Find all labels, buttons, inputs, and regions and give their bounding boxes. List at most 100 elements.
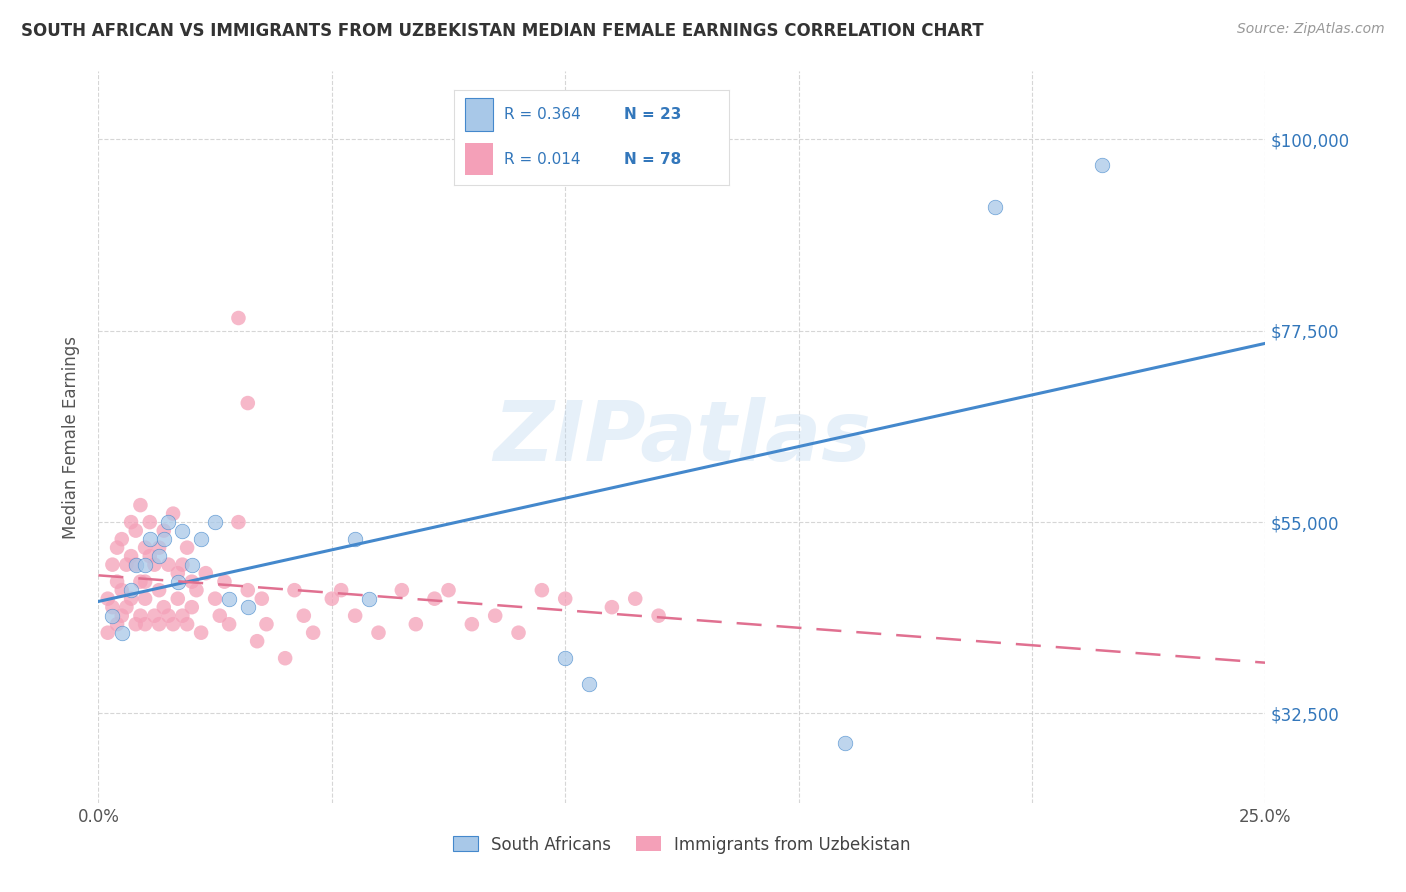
Point <box>236 396 259 410</box>
Point <box>1091 158 1114 172</box>
Point <box>120 591 142 606</box>
Point <box>111 608 134 623</box>
Point <box>228 311 250 326</box>
Point <box>246 634 269 648</box>
Point <box>186 583 208 598</box>
Y-axis label: Median Female Earnings: Median Female Earnings <box>62 335 80 539</box>
Point <box>176 541 198 555</box>
Point <box>134 617 156 632</box>
Point <box>148 583 170 598</box>
Point <box>302 625 325 640</box>
Point <box>172 558 194 572</box>
Point <box>194 566 217 581</box>
Point <box>152 532 174 546</box>
Point <box>125 617 148 632</box>
Point <box>105 617 128 632</box>
Point <box>391 583 413 598</box>
Point <box>125 558 148 572</box>
Point <box>423 591 446 606</box>
Point <box>218 591 240 606</box>
Point <box>405 617 427 632</box>
Point <box>530 583 553 598</box>
Point <box>578 677 600 691</box>
Point <box>101 558 124 572</box>
Point <box>120 515 142 529</box>
Point <box>111 532 134 546</box>
Point <box>125 558 148 572</box>
Point <box>190 532 212 546</box>
Point <box>437 583 460 598</box>
Point <box>148 541 170 555</box>
Point <box>101 600 124 615</box>
Point <box>600 600 623 615</box>
Point <box>143 608 166 623</box>
Point <box>125 524 148 538</box>
Point <box>292 608 315 623</box>
Point <box>180 600 202 615</box>
Text: Source: ZipAtlas.com: Source: ZipAtlas.com <box>1237 22 1385 37</box>
Point <box>120 583 142 598</box>
Point <box>274 651 297 665</box>
Point <box>283 583 305 598</box>
Point <box>236 583 259 598</box>
Point <box>983 201 1005 215</box>
Point <box>344 532 367 546</box>
Point <box>321 591 343 606</box>
Point <box>214 574 236 589</box>
Point <box>554 591 576 606</box>
Point <box>344 608 367 623</box>
Point <box>172 608 194 623</box>
Point <box>139 549 162 563</box>
Point <box>367 625 389 640</box>
Point <box>461 617 484 632</box>
Point <box>105 574 128 589</box>
Point <box>115 600 138 615</box>
Point <box>152 524 174 538</box>
Point <box>166 574 188 589</box>
Point <box>134 558 156 572</box>
Point <box>554 651 576 665</box>
Point <box>105 541 128 555</box>
Point <box>148 549 170 563</box>
Point <box>172 524 194 538</box>
Point <box>97 591 120 606</box>
Point <box>359 591 381 606</box>
Point <box>508 625 530 640</box>
Point <box>162 507 184 521</box>
Point <box>204 515 226 529</box>
Point <box>180 558 202 572</box>
Point <box>139 532 162 546</box>
Point <box>208 608 231 623</box>
Point <box>115 558 138 572</box>
Point <box>111 583 134 598</box>
Point <box>624 591 647 606</box>
Point <box>101 608 124 623</box>
Point <box>143 558 166 572</box>
Text: ZIPatlas: ZIPatlas <box>494 397 870 477</box>
Point <box>180 574 202 589</box>
Point <box>139 515 162 529</box>
Point <box>166 566 188 581</box>
Point <box>134 541 156 555</box>
Point <box>157 608 180 623</box>
Legend: South Africans, Immigrants from Uzbekistan: South Africans, Immigrants from Uzbekist… <box>446 829 918 860</box>
Point <box>152 600 174 615</box>
Point <box>204 591 226 606</box>
Point <box>134 591 156 606</box>
Point <box>111 625 134 640</box>
Point <box>157 558 180 572</box>
Point <box>129 574 152 589</box>
Point <box>236 600 259 615</box>
Point <box>228 515 250 529</box>
Point <box>190 625 212 640</box>
Point <box>162 617 184 632</box>
Point <box>129 498 152 512</box>
Point <box>120 549 142 563</box>
Point <box>218 617 240 632</box>
Point <box>484 608 506 623</box>
Point <box>129 608 152 623</box>
Point <box>157 515 180 529</box>
Point <box>647 608 669 623</box>
Point <box>256 617 278 632</box>
Point <box>97 625 120 640</box>
